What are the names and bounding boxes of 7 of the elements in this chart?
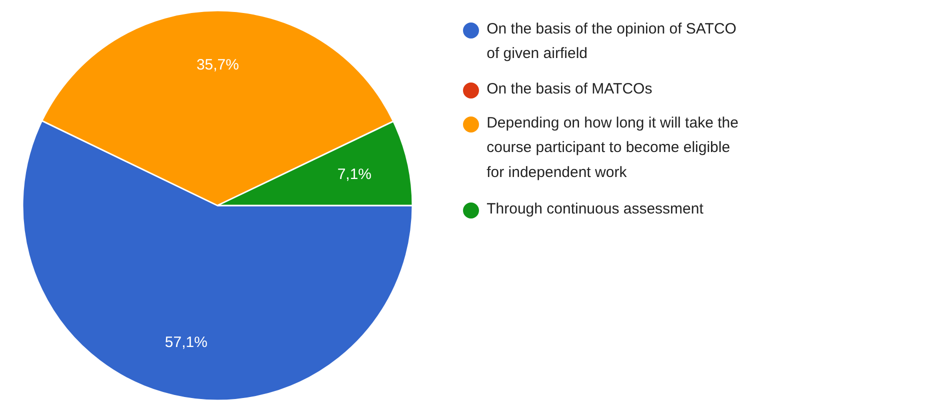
data-label: 57,1% xyxy=(164,334,208,351)
legend-label: Depending on how long it will take the course participant to become eligible for independent work xyxy=(486,114,738,181)
legend-label: On the basis of the opinion of SATCO of given airfield xyxy=(486,20,736,62)
data-label: 35,7% xyxy=(196,56,239,74)
data-label: 7,1% xyxy=(337,166,372,183)
legend-label: On the basis of MATCOs xyxy=(486,80,652,98)
legend-label: Through continuous assessment xyxy=(486,200,704,218)
